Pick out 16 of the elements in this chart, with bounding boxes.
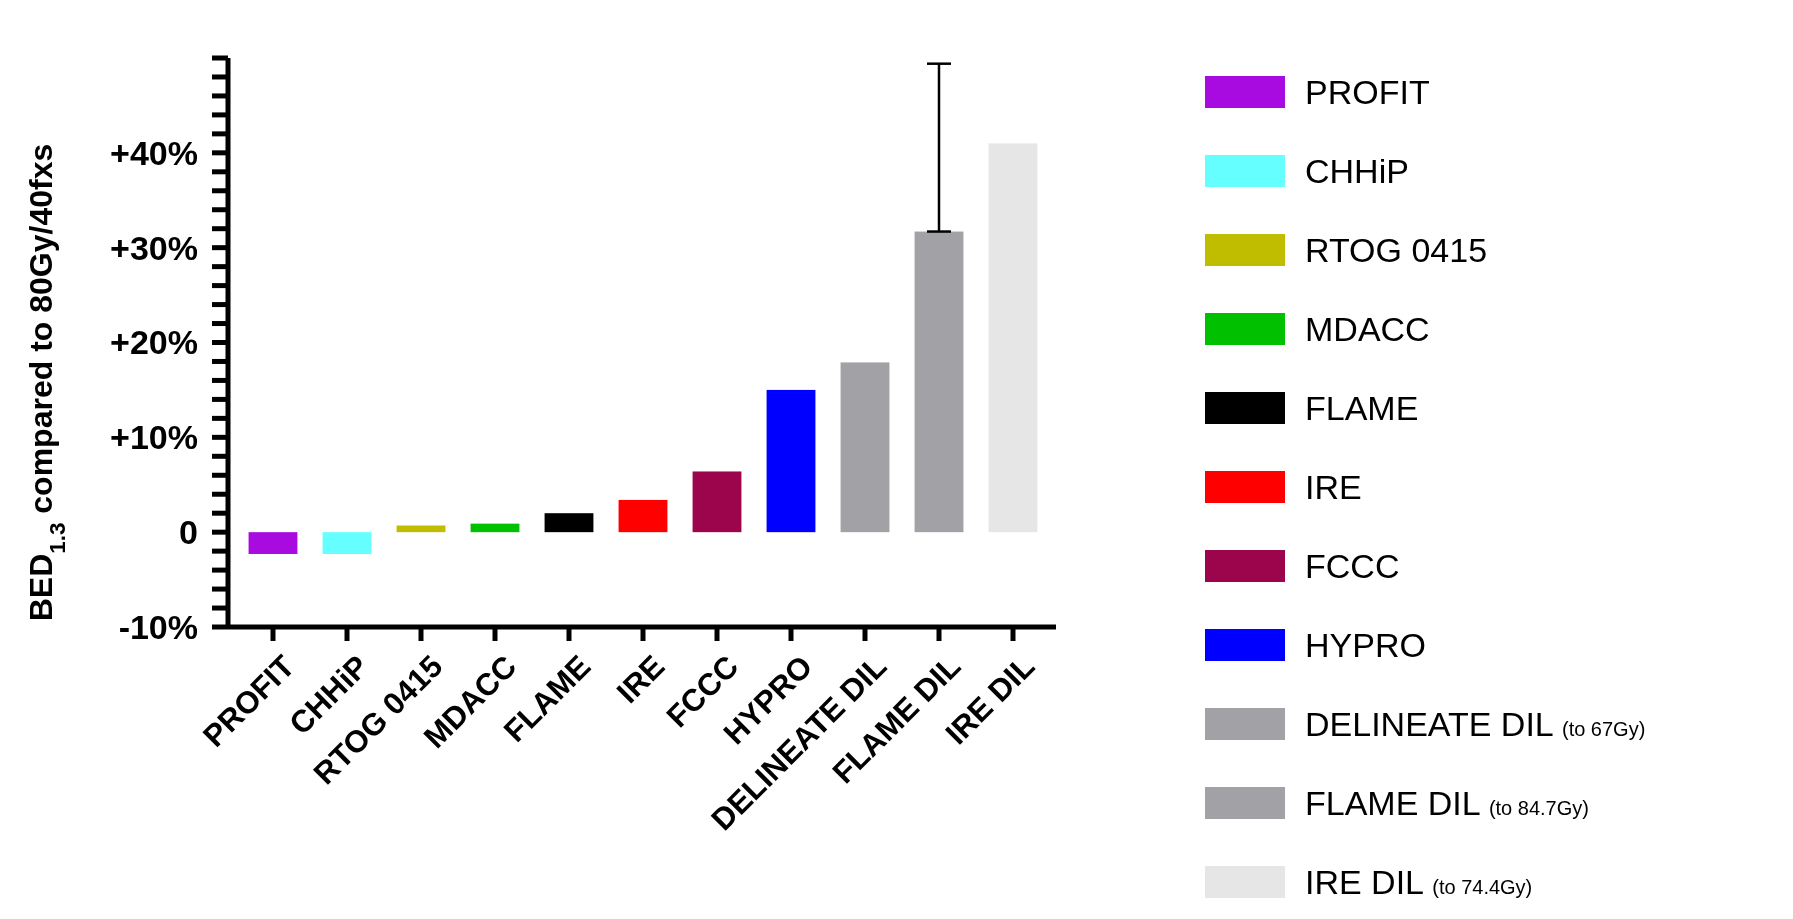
legend-label: FCCC — [1305, 546, 1400, 585]
y-tick-label: -10% — [118, 607, 198, 646]
y-tick-label: 0 — [179, 513, 198, 552]
legend-label: RTOG 0415 — [1305, 230, 1488, 269]
legend-label: MDACC — [1305, 309, 1430, 348]
y-tick-label: +40% — [110, 133, 198, 172]
y-tick-label: +20% — [110, 323, 198, 362]
y-tick-label: +10% — [110, 418, 198, 457]
y-tick-label: +30% — [110, 228, 198, 267]
legend-label: PROFIT — [1305, 72, 1430, 111]
legend-label: CHHiP — [1305, 151, 1409, 190]
legend-label: DELINEATE DIL (to 67Gy) — [1305, 704, 1646, 743]
legend-label: IRE — [1305, 467, 1362, 506]
legend-label: IRE DIL (to 74.4Gy) — [1305, 862, 1533, 901]
legend-label: FLAME — [1305, 388, 1419, 427]
legend-label: FLAME DIL (to 84.7Gy) — [1305, 783, 1589, 822]
